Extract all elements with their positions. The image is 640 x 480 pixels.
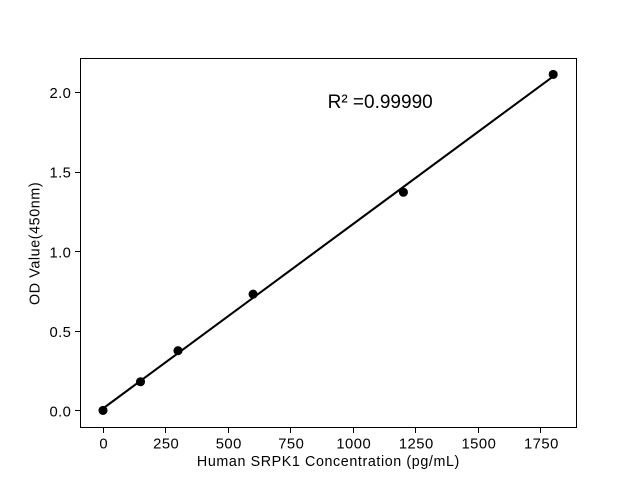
svg-text:1.0: 1.0	[50, 245, 72, 261]
svg-text:0.5: 0.5	[50, 325, 72, 341]
svg-text:0.0: 0.0	[50, 405, 72, 421]
svg-text:1250: 1250	[399, 437, 434, 453]
svg-text:1750: 1750	[524, 437, 559, 453]
svg-text:500: 500	[216, 437, 242, 453]
svg-text:Human SRPK1 Concentration (pg/: Human SRPK1 Concentration (pg/mL)	[197, 454, 460, 470]
svg-text:250: 250	[153, 437, 179, 453]
svg-text:750: 750	[278, 437, 304, 453]
svg-text:1500: 1500	[461, 437, 496, 453]
svg-text:1.5: 1.5	[50, 166, 72, 182]
svg-text:OD Value(450nm): OD Value(450nm)	[28, 182, 44, 305]
svg-text:R² =0.99990: R² =0.99990	[328, 92, 433, 113]
svg-text:2.0: 2.0	[50, 86, 72, 102]
svg-text:0: 0	[99, 437, 108, 453]
svg-text:1000: 1000	[336, 437, 371, 453]
